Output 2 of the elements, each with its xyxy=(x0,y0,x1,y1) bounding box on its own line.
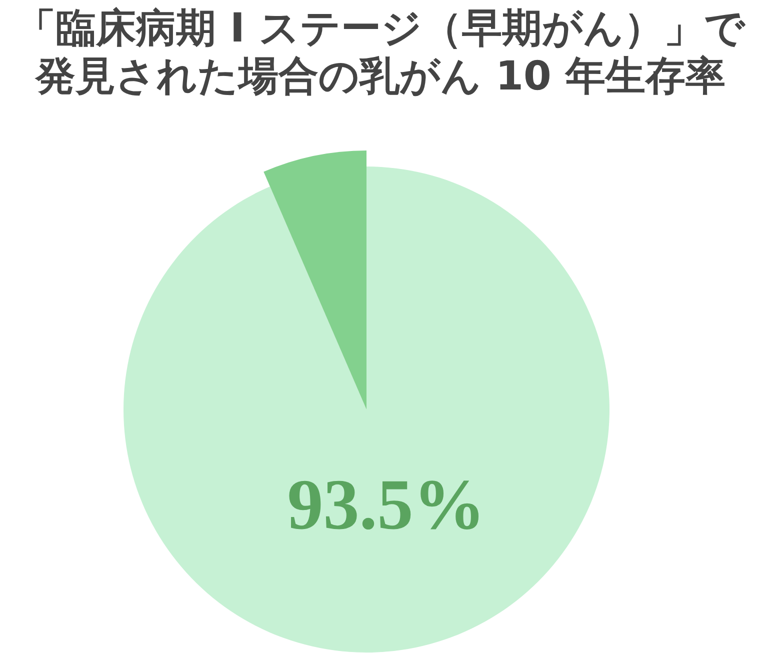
chart-title: 「臨床病期 I ステージ（早期がん）」で発見された場合の乳がん 10 年生存率 xyxy=(16,6,746,100)
data-label: 93.5% xyxy=(287,464,486,545)
